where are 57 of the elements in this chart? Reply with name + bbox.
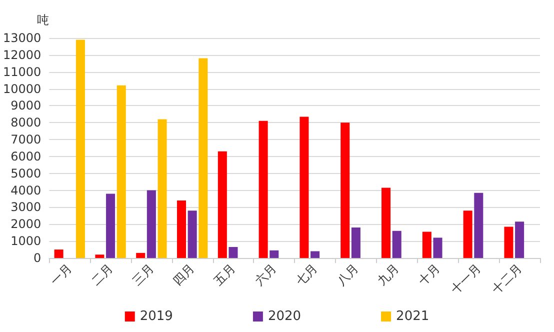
y-tick-label: 9000 <box>10 98 42 113</box>
x-tick-label: 十月 <box>416 261 443 288</box>
x-tick-label: 十一月 <box>448 261 484 296</box>
y-tick-label: 8000 <box>10 116 42 130</box>
x-tick-label: 六月 <box>252 261 280 288</box>
x-tick-label: 一月 <box>48 261 75 288</box>
bar <box>146 190 156 258</box>
legend-label: 2021 <box>396 309 430 324</box>
bar <box>228 247 238 258</box>
y-tick-label: 5000 <box>10 166 42 180</box>
y-tick-label: 0 <box>34 251 42 265</box>
bar <box>258 120 268 258</box>
y-tick-label: 1000 <box>10 234 42 248</box>
legend-label: 2019 <box>140 309 173 324</box>
y-tick-label: 12000 <box>2 48 42 62</box>
y-tick-label: 13000 <box>2 31 42 45</box>
y-tick-label: 10000 <box>2 82 42 96</box>
bar <box>116 85 126 258</box>
bar <box>340 122 350 258</box>
bar <box>463 210 472 258</box>
bar <box>198 58 208 258</box>
y-tick-label: 4000 <box>10 183 42 198</box>
bar <box>188 210 197 258</box>
y-tick-label: 7000 <box>10 132 42 147</box>
bar <box>382 188 391 258</box>
x-tick-label: 三月 <box>130 261 156 288</box>
x-tick-label: 五月 <box>211 261 238 288</box>
bar <box>351 228 360 258</box>
bar <box>300 116 309 258</box>
bar <box>515 222 524 258</box>
bar <box>270 250 279 258</box>
bar <box>136 252 146 258</box>
bar <box>474 192 484 258</box>
legend-label: 2020 <box>268 309 302 324</box>
bar <box>433 238 442 258</box>
bar <box>504 226 514 258</box>
x-tick-label: 八月 <box>334 261 361 288</box>
bar <box>95 254 104 258</box>
x-tick-label: 四月 <box>170 261 198 288</box>
y-tick-label: 2000 <box>10 217 42 232</box>
bar <box>392 230 402 258</box>
bar <box>176 200 186 258</box>
x-tick-label: 十二月 <box>489 261 524 296</box>
y-tick-label: 11000 <box>2 64 42 79</box>
bar <box>310 251 320 258</box>
bar <box>218 151 227 258</box>
bar <box>158 119 167 258</box>
bar <box>422 232 432 258</box>
y-tick-label: 6000 <box>10 149 42 164</box>
y-axis-title: 吨 <box>37 13 50 27</box>
bar <box>106 194 116 258</box>
x-tick-label: 九月 <box>374 261 402 288</box>
x-tick-label: 二月 <box>88 261 116 288</box>
bar <box>54 250 64 258</box>
x-tick-label: 七月 <box>293 261 320 288</box>
bar <box>76 40 85 258</box>
y-tick-label: 3000 <box>10 200 42 214</box>
